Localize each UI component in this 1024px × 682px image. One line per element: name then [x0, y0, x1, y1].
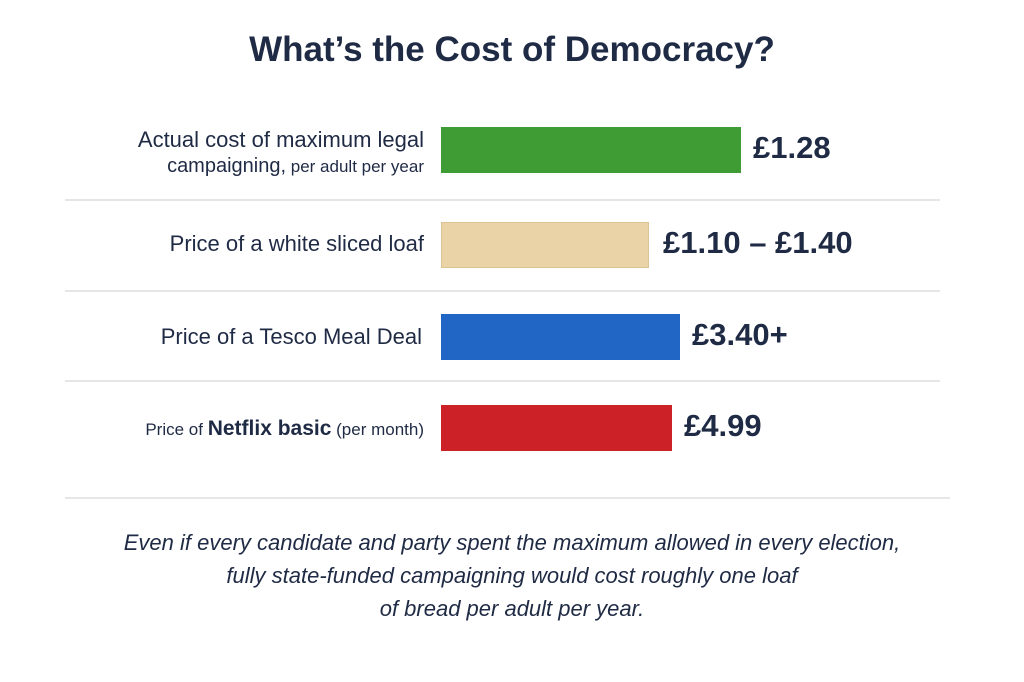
- value-label: £4.99: [684, 408, 762, 443]
- row-meal-deal: Price of a Tesco Meal Deal £3.40+: [0, 314, 1024, 362]
- label-part: (per month): [331, 420, 424, 439]
- category-label: Actual cost of maximum legal campaigning…: [138, 126, 424, 181]
- label-part: campaigning,: [167, 155, 287, 177]
- footer-line: Even if every candidate and party spent …: [123, 530, 901, 555]
- divider: [65, 497, 950, 499]
- value-label: £1.28: [753, 130, 831, 165]
- divider: [65, 290, 940, 292]
- label-part: Netflix basic: [207, 417, 332, 440]
- row-loaf: Price of a white sliced loaf £1.10 – £1.…: [0, 222, 1024, 270]
- row-campaigning: Actual cost of maximum legal campaigning…: [0, 127, 1024, 177]
- chart-title: What’s the Cost of Democracy?: [249, 30, 775, 69]
- footer-line: fully state-funded campaigning would cos…: [226, 563, 798, 588]
- category-label: Price of a Tesco Meal Deal: [160, 324, 422, 349]
- label-line: Actual cost of maximum legal: [137, 127, 424, 152]
- category-label: Price of a white sliced loaf: [169, 231, 424, 256]
- row-netflix: Price of Netflix basic (per month) £4.99: [0, 405, 1024, 453]
- footer-note: Even if every candidate and party spent …: [0, 526, 1024, 625]
- divider: [65, 380, 940, 382]
- bar: [441, 314, 680, 360]
- bar: [441, 222, 649, 268]
- value-label: £3.40+: [692, 317, 788, 352]
- category-label: Price of Netflix basic (per month): [145, 417, 424, 441]
- bar: [441, 405, 672, 451]
- bar: [441, 127, 741, 173]
- value-label: £1.10 – £1.40: [663, 225, 853, 260]
- divider: [65, 199, 940, 201]
- footer-line: of bread per adult per year.: [379, 596, 645, 621]
- label-part: Price of: [145, 420, 208, 439]
- label-part: per adult per year: [286, 157, 424, 176]
